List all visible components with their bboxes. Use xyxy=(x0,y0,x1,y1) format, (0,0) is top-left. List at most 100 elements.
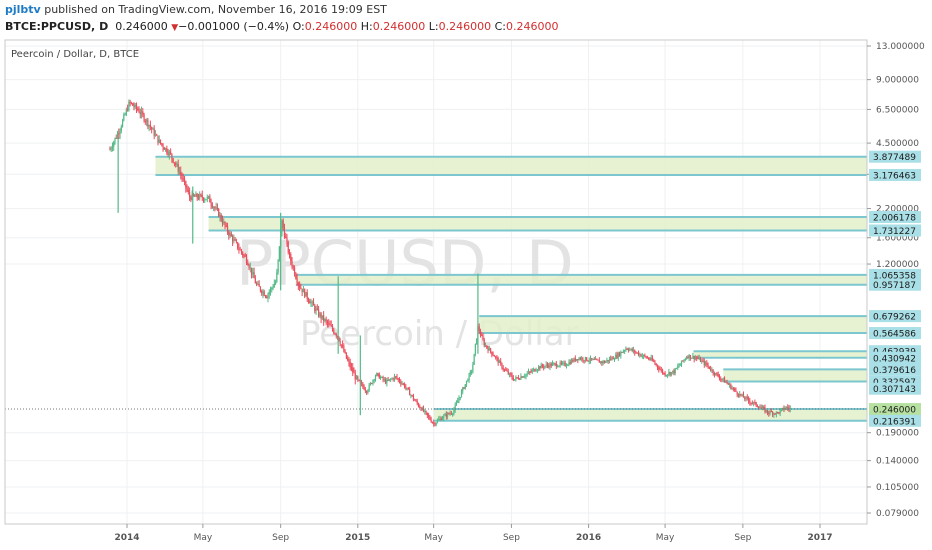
candle-body xyxy=(760,407,762,409)
x-tick-label: May xyxy=(194,533,213,543)
candle-body xyxy=(465,380,468,385)
candle-body xyxy=(338,336,340,341)
candle-body xyxy=(640,354,642,357)
candle-body xyxy=(581,357,583,360)
time-axis[interactable]: 2014 May Sep 2015 May Sep 2016 May Sep 2017 xyxy=(114,524,833,543)
candle-body xyxy=(201,195,203,199)
candle-body xyxy=(397,378,399,380)
open-value: 0.246000 xyxy=(304,20,358,33)
candle-body xyxy=(266,296,268,299)
zone-band[interactable] xyxy=(479,316,867,334)
zone-band[interactable] xyxy=(723,369,867,382)
candle-body xyxy=(125,109,127,115)
candle-body xyxy=(383,379,385,381)
candle-body xyxy=(387,380,389,382)
candle-body xyxy=(240,249,243,253)
candle-body xyxy=(639,354,641,356)
candle-body xyxy=(259,286,262,291)
zone-label: 3.176463 xyxy=(873,171,916,181)
candle-body xyxy=(353,372,355,374)
candle-body xyxy=(519,378,521,380)
open-label: O: xyxy=(292,20,305,33)
candle-body xyxy=(625,348,627,351)
candle-body xyxy=(331,326,334,330)
candle-body xyxy=(711,369,713,371)
candle-body xyxy=(234,239,236,241)
candle-body xyxy=(545,364,547,366)
candle-body xyxy=(699,357,702,362)
candle-body xyxy=(300,287,302,289)
candle-body xyxy=(659,369,661,371)
candle-body xyxy=(674,368,676,374)
publisher-link[interactable]: pjlbtv xyxy=(5,3,41,16)
candle-body xyxy=(603,361,605,363)
candle-body xyxy=(608,358,611,362)
candle-body xyxy=(691,357,693,359)
candle-body xyxy=(425,410,427,413)
candle-body xyxy=(665,375,667,377)
zone-label: 1.731227 xyxy=(873,227,916,237)
candle-body xyxy=(593,359,595,361)
zone-label-bg xyxy=(869,351,921,364)
candle-body xyxy=(597,359,599,361)
candle-body xyxy=(645,356,647,358)
candle-body xyxy=(462,387,464,392)
candle-body xyxy=(124,114,126,116)
candle-body xyxy=(474,344,476,354)
candle-body xyxy=(728,384,731,386)
candle-body xyxy=(589,357,592,361)
candle-body xyxy=(467,380,469,382)
candle-body xyxy=(706,362,708,366)
candle-body xyxy=(445,414,447,417)
candle-body xyxy=(599,361,602,363)
candle-body xyxy=(374,375,377,380)
candle-body xyxy=(740,393,742,396)
candle-body xyxy=(147,119,149,127)
candle-body xyxy=(400,381,402,384)
candle-body xyxy=(185,181,187,188)
candle-body xyxy=(457,401,459,403)
candle-body xyxy=(746,397,748,399)
zone-band[interactable] xyxy=(155,156,867,175)
candle-body xyxy=(349,362,351,368)
candle-body xyxy=(406,387,408,389)
candle-body xyxy=(254,278,256,284)
candle-body xyxy=(664,373,666,376)
candle-body xyxy=(698,357,700,359)
zone-band[interactable] xyxy=(208,217,868,231)
candle-body xyxy=(127,109,129,111)
candle-body xyxy=(497,358,499,363)
candle-body xyxy=(492,354,494,356)
candle-body xyxy=(414,399,416,401)
candle-body xyxy=(521,376,523,378)
zone-label-bg xyxy=(869,278,921,291)
candle-body xyxy=(366,390,368,393)
candle-body xyxy=(335,334,337,337)
candle-body xyxy=(115,137,117,139)
candle-body xyxy=(530,371,532,373)
candle-body xyxy=(328,323,330,325)
candle-body xyxy=(508,373,511,375)
candle-body xyxy=(210,202,212,205)
zone-label-bg xyxy=(869,310,921,323)
candle-body xyxy=(157,135,159,143)
candle-body xyxy=(765,410,767,412)
candle-body xyxy=(386,380,388,384)
zone-band[interactable] xyxy=(693,351,867,358)
zone-band[interactable] xyxy=(433,409,867,421)
candle-body xyxy=(321,315,323,319)
candle-body xyxy=(207,196,210,198)
zone-band[interactable] xyxy=(295,274,867,285)
candle-body xyxy=(143,114,145,121)
candle-body xyxy=(269,288,272,292)
candle-body xyxy=(355,376,358,380)
candle-body xyxy=(602,361,604,363)
candle-body xyxy=(392,378,394,380)
candle-body xyxy=(453,409,455,414)
candle-body xyxy=(250,267,253,275)
zone-label: 0.216391 xyxy=(873,417,916,427)
candle-body xyxy=(677,366,679,369)
candle-body xyxy=(215,207,217,209)
candle-body xyxy=(538,366,540,370)
